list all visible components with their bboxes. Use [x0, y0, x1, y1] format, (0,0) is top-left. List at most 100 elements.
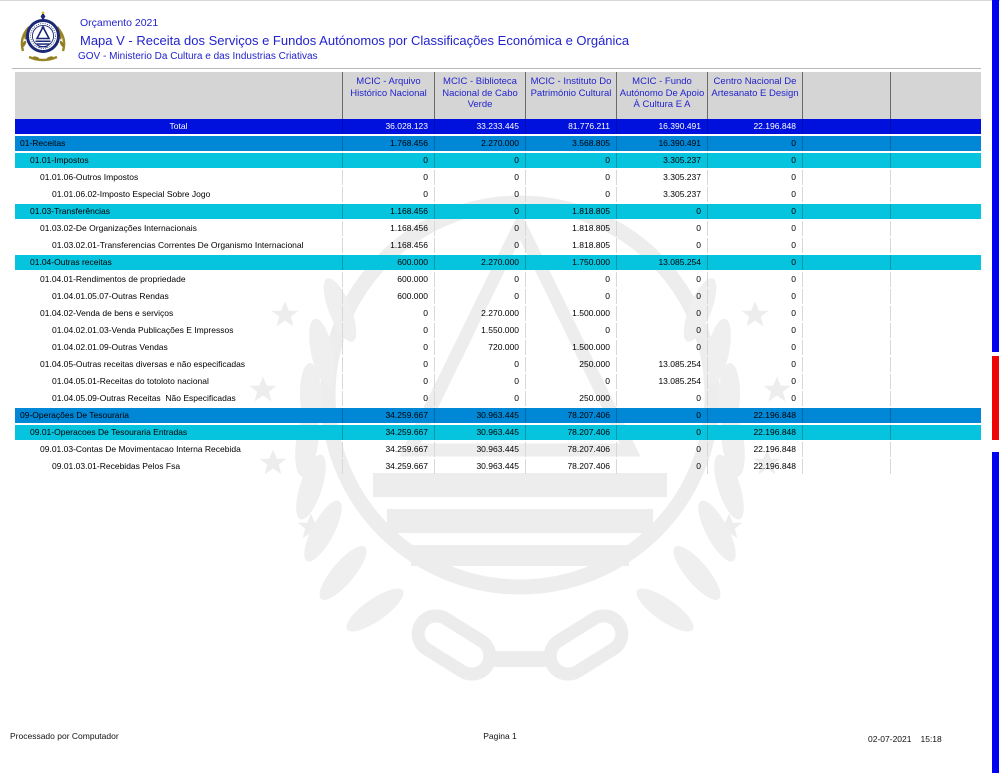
value-cell: 34.259.667: [342, 408, 434, 423]
page-top-divider: [0, 0, 1000, 1]
empty-cell: [802, 425, 890, 440]
value-cell: 13.085.254: [616, 255, 707, 270]
table-row: 01.04-Outras receitas 600.000 2.270.000 1.7…: [15, 255, 981, 270]
value-cell: 78.207.406: [525, 459, 616, 474]
logo-triangle: [35, 25, 51, 40]
empty-cell: [890, 153, 981, 168]
value-cell: 34.259.667: [342, 442, 434, 457]
value-cell: 2.270.000: [434, 255, 525, 270]
empty-cell: [890, 357, 981, 372]
value-cell: 0: [616, 425, 707, 440]
value-cell: 0: [707, 340, 802, 355]
column-header-empty: [890, 72, 981, 119]
empty-cell: [890, 306, 981, 321]
logo-branches: [20, 26, 66, 62]
column-header-spacer: [15, 72, 342, 119]
row-label: 01.04.05-Outras receitas diversas e não …: [40, 359, 246, 369]
value-cell: 0: [525, 170, 616, 185]
empty-cell: [802, 374, 890, 389]
value-cell: 30.963.445: [434, 425, 525, 440]
right-edge-bar-blue-top: [992, 0, 999, 352]
empty-cell: [802, 221, 890, 236]
table-row: 01.01-Impostos 0 0 0 3.305.237 0: [15, 153, 981, 168]
logo-plumb: [40, 12, 46, 21]
logo-sea-stripes: [35, 40, 51, 48]
value-cell: 13.085.254: [616, 374, 707, 389]
value-cell: 0: [707, 357, 802, 372]
value-cell: 0: [434, 170, 525, 185]
value-cell: 0: [707, 289, 802, 304]
row-label: Total: [169, 121, 188, 131]
report-year-title: Orçamento 2021: [80, 17, 159, 29]
empty-cell: [802, 119, 890, 134]
value-cell: 34.259.667: [342, 459, 434, 474]
value-cell: 36.028.123: [342, 119, 434, 134]
value-cell: 0: [434, 204, 525, 219]
empty-cell: [802, 357, 890, 372]
empty-cell: [802, 153, 890, 168]
empty-cell: [890, 187, 981, 202]
right-edge-bar-blue-bottom: [992, 452, 999, 773]
value-cell: 0: [434, 374, 525, 389]
empty-cell: [802, 442, 890, 457]
value-cell: 600.000: [342, 289, 434, 304]
value-cell: 0: [707, 136, 802, 151]
coat-of-arms-logo: [20, 11, 66, 62]
value-cell: 34.259.667: [342, 425, 434, 440]
empty-cell: [802, 170, 890, 185]
value-cell: 0: [342, 306, 434, 321]
empty-cell: [890, 238, 981, 253]
empty-cell: [890, 204, 981, 219]
value-cell: 1.818.805: [525, 221, 616, 236]
table-row: 01.04.01.05.07-Outras Rendas 600.000 0 0 0 0: [15, 289, 981, 304]
value-cell: 0: [707, 153, 802, 168]
empty-cell: [802, 289, 890, 304]
table-row: 09.01.03-Contas De Movimentacao Interna …: [15, 442, 981, 457]
value-cell: 0: [616, 306, 707, 321]
empty-cell: [890, 289, 981, 304]
value-cell: 0: [616, 408, 707, 423]
value-cell: 0: [434, 289, 525, 304]
table-body: Total 36.028.123 33.233.445 81.776.211 16.39…: [15, 119, 981, 474]
value-cell: 0: [707, 374, 802, 389]
empty-cell: [802, 391, 890, 406]
row-label: 09.01.03-Contas De Movimentacao Interna …: [40, 444, 241, 454]
value-cell: 0: [342, 391, 434, 406]
value-cell: 78.207.406: [525, 425, 616, 440]
column-header: MCIC - Fundo Autónomo De Apoio À Cultura…: [616, 72, 707, 119]
row-label: 01.04.02.01.09-Outras Vendas: [52, 342, 168, 352]
table-row: 09-Operações De Tesouraria 34.259.667 30.9…: [15, 408, 981, 423]
value-cell: 600.000: [342, 272, 434, 287]
value-cell: 720.000: [434, 340, 525, 355]
value-cell: 0: [342, 187, 434, 202]
row-label: 01.03.02-De Organizações Internacionais: [40, 223, 197, 233]
row-label: 01.04.02-Venda de bens e serviços: [40, 308, 174, 318]
value-cell: 0: [707, 221, 802, 236]
table-row: 01.03.02-De Organizações Internacionais 1…: [15, 221, 981, 236]
value-cell: 0: [342, 323, 434, 338]
value-cell: 0: [707, 187, 802, 202]
value-cell: 0: [707, 238, 802, 253]
value-cell: 2.270.000: [434, 136, 525, 151]
value-cell: 0: [616, 340, 707, 355]
value-cell: 3.305.237: [616, 170, 707, 185]
value-cell: 30.963.445: [434, 442, 525, 457]
value-cell: 22.196.848: [707, 408, 802, 423]
row-label: 01.04.05.01-Receitas do totoloto naciona…: [52, 376, 209, 386]
table-row: 01.04.05-Outras receitas diversas e não …: [15, 357, 981, 372]
value-cell: 1.750.000: [525, 255, 616, 270]
empty-cell: [802, 204, 890, 219]
value-cell: 0: [525, 153, 616, 168]
table-row: 01.04.05.09-Outras Receitas Não Especifi…: [15, 391, 981, 406]
row-label: 09.01.03.01-Recebidas Pelos Fsa: [52, 461, 181, 471]
value-cell: 30.963.445: [434, 408, 525, 423]
row-label: 01.01-Impostos: [30, 155, 89, 165]
value-cell: 600.000: [342, 255, 434, 270]
value-cell: 0: [434, 153, 525, 168]
watermark-chain: [411, 609, 629, 681]
column-header: MCIC - Instituto Do Património Cultural: [525, 72, 616, 119]
table-row: 01.01.06-Outros Impostos 0 0 0 3.305.237 0: [15, 170, 981, 185]
empty-cell: [802, 323, 890, 338]
value-cell: 1.818.805: [525, 204, 616, 219]
value-cell: 1.168.456: [342, 238, 434, 253]
